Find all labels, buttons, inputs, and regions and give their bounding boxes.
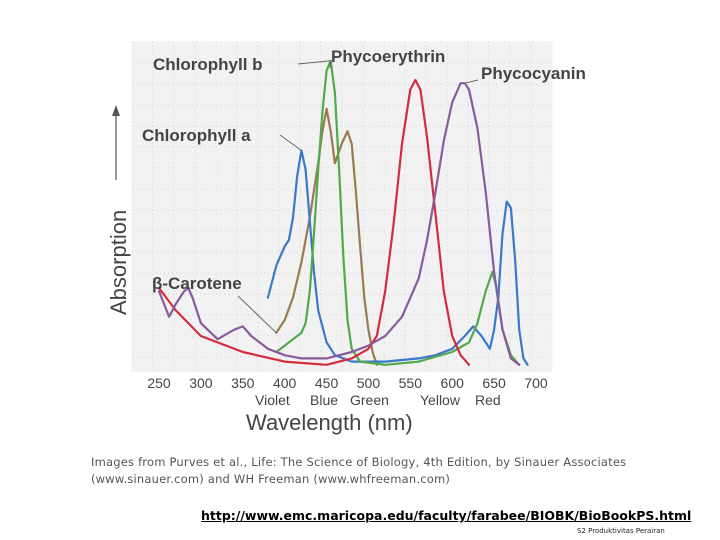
x-axis-label: Wavelength (nm) xyxy=(246,410,413,435)
x-tick-label: 350 xyxy=(231,375,255,391)
annotation-line xyxy=(237,295,277,334)
series-line-chlorophyll-b xyxy=(275,59,521,366)
series-label-phycoerythrin: Phycoerythrin xyxy=(331,47,445,66)
annotation-line xyxy=(279,134,302,151)
annotation-line xyxy=(464,79,479,84)
y-axis-arrow-head xyxy=(112,105,120,116)
image-credit-caption: Images from Purves et al., Life: The Sci… xyxy=(91,455,627,486)
footer-text: S2 Produktivitas Perairan xyxy=(577,527,665,535)
annotation-line xyxy=(297,60,331,65)
x-tick-label: 550 xyxy=(399,375,423,391)
x-tick-label: 450 xyxy=(315,375,339,391)
series-label-beta-carotene: β-Carotene xyxy=(152,274,242,293)
series-line-chlorophyll-a xyxy=(266,149,529,366)
series-label-chlorophyll-a: Chlorophyll a xyxy=(142,126,251,145)
band-label-blue: Blue xyxy=(310,392,338,408)
band-label-green: Green xyxy=(350,392,389,408)
band-label-violet: Violet xyxy=(255,392,290,408)
x-tick-label: 500 xyxy=(357,375,381,391)
series-label-chlorophyll-b: Chlorophyll b xyxy=(153,55,263,74)
x-tick-label: 700 xyxy=(524,375,548,391)
series-line-carotene xyxy=(275,107,378,366)
band-label-red: Red xyxy=(475,392,501,408)
series-line-phycoerythrin xyxy=(157,78,471,366)
source-link[interactable]: http://www.emc.maricopa.edu/faculty/fara… xyxy=(201,508,692,523)
y-axis-label: Absorption xyxy=(106,210,131,315)
x-tick-label: 250 xyxy=(147,375,171,391)
annotation-leader-lines xyxy=(237,60,479,334)
x-tick-label: 300 xyxy=(189,375,213,391)
band-label-yellow: Yellow xyxy=(420,392,461,408)
x-tick-label: 600 xyxy=(441,375,465,391)
chart-curves xyxy=(157,59,529,366)
annotation-line xyxy=(329,60,332,69)
x-axis-tick-labels: 250 300 350 400 450 500 550 600 650 700 xyxy=(147,375,548,391)
x-tick-label: 400 xyxy=(273,375,297,391)
series-line-phycocyanin xyxy=(157,82,521,366)
series-label-phycocyanin: Phycocyanin xyxy=(481,64,586,83)
x-tick-label: 650 xyxy=(482,375,506,391)
